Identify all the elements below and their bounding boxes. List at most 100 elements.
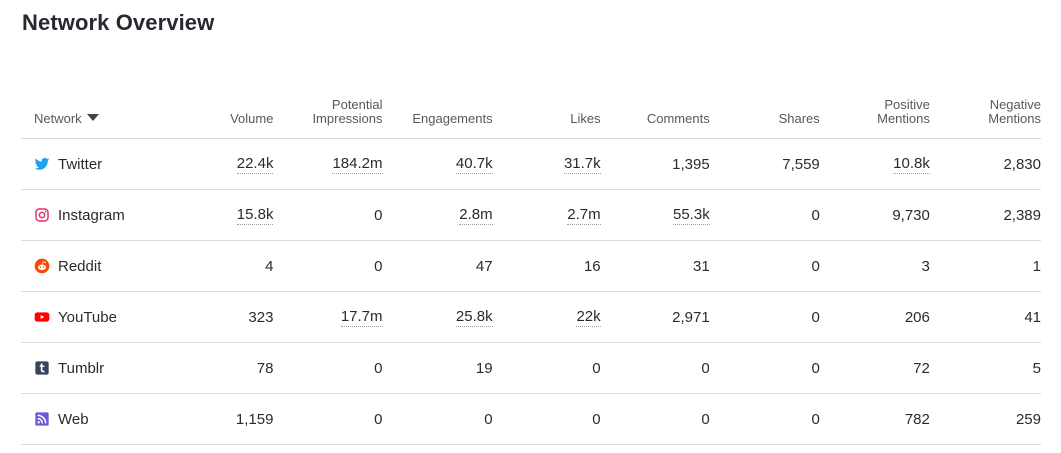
twitter-icon [34, 156, 50, 172]
volume-cell[interactable]: 15.8k [157, 189, 274, 241]
likes-cell[interactable]: 2.7m [492, 189, 601, 241]
network-column-header[interactable]: Network [21, 78, 158, 139]
volume-value: 323 [248, 308, 274, 326]
network-name: Instagram [58, 206, 125, 224]
table-header-row: Network Volume Potential Impressions Enga… [21, 78, 1041, 139]
volume-column-header[interactable]: Volume [157, 78, 274, 139]
positive-mentions-value: 10.8k [893, 154, 930, 174]
shares-value: 0 [811, 206, 820, 224]
negative-mentions-column-header[interactable]: Negative Mentions [929, 78, 1041, 139]
table-row: Twitter 22.4k 184.2m 40.7k 31.7k 1,395 7… [21, 138, 1041, 190]
impressions-cell[interactable]: 184.2m [273, 138, 383, 190]
network-table: Network Volume Potential Impressions Enga… [21, 78, 1041, 445]
positive-header-line2: Mentions [877, 111, 930, 126]
engagements-column-header[interactable]: Engagements [382, 78, 493, 139]
shares-cell: 0 [709, 189, 820, 241]
network-cell[interactable]: Reddit [21, 240, 158, 292]
likes-cell: 16 [492, 240, 601, 292]
volume-header-label: Volume [230, 111, 274, 126]
reddit-icon [34, 258, 50, 274]
volume-cell[interactable]: 22.4k [157, 138, 274, 190]
shares-cell: 0 [709, 342, 820, 394]
network-cell[interactable]: YouTube [21, 291, 158, 343]
shares-value: 0 [811, 257, 820, 275]
shares-value: 0 [811, 308, 820, 326]
positive-mentions-cell: 206 [819, 291, 930, 343]
sort-caret-icon[interactable] [86, 114, 99, 121]
table-row: Tumblr 78 0 19 0 0 0 72 5 [21, 342, 1041, 394]
positive-mentions-cell: 72 [819, 342, 930, 394]
impressions-cell: 0 [273, 393, 383, 445]
likes-cell[interactable]: 31.7k [492, 138, 601, 190]
positive-mentions-cell: 3 [819, 240, 930, 292]
volume-value: 78 [256, 359, 274, 377]
impressions-value: 0 [374, 410, 383, 428]
tumblr-icon [34, 360, 50, 376]
network-name: Twitter [58, 155, 103, 173]
engagements-cell: 19 [382, 342, 493, 394]
volume-cell: 78 [157, 342, 274, 394]
shares-cell: 0 [709, 240, 820, 292]
positive-header-line1: Positive [884, 97, 930, 112]
positive-mentions-column-header[interactable]: Positive Mentions [819, 78, 930, 139]
positive-mentions-value: 206 [904, 308, 930, 326]
shares-value: 0 [811, 359, 820, 377]
comments-cell[interactable]: 55.3k [600, 189, 710, 241]
table-row: YouTube 323 17.7m 25.8k 22k 2,971 0 206 … [21, 291, 1041, 343]
negative-mentions-cell: 41 [929, 291, 1041, 343]
negative-mentions-cell: 2,830 [929, 138, 1041, 190]
comments-cell: 0 [600, 342, 710, 394]
table-row: Reddit 4 0 47 16 31 0 3 1 [21, 240, 1041, 292]
negative-header-line1: Negative [989, 97, 1041, 112]
network-cell[interactable]: Tumblr [21, 342, 158, 394]
engagements-value: 47 [475, 257, 493, 275]
impressions-value: 184.2m [332, 154, 383, 174]
comments-column-header[interactable]: Comments [600, 78, 710, 139]
impressions-column-header[interactable]: Potential Impressions [273, 78, 383, 139]
network-name: Web [58, 410, 89, 428]
table-row: Web 1,159 0 0 0 0 0 782 259 [21, 393, 1041, 445]
engagements-value: 25.8k [455, 307, 493, 327]
engagements-cell[interactable]: 2.8m [382, 189, 493, 241]
comments-cell: 0 [600, 393, 710, 445]
shares-value: 7,559 [782, 155, 820, 173]
network-cell[interactable]: Instagram [21, 189, 158, 241]
impressions-value: 17.7m [340, 307, 383, 327]
engagements-value: 40.7k [455, 154, 493, 174]
comments-value: 2,971 [672, 308, 710, 326]
likes-header-label: Likes [570, 111, 601, 126]
instagram-icon [34, 207, 50, 223]
negative-mentions-value: 2,830 [1003, 155, 1041, 173]
shares-cell: 0 [709, 393, 820, 445]
engagements-cell[interactable]: 25.8k [382, 291, 493, 343]
volume-value: 4 [265, 257, 274, 275]
comments-value: 31 [693, 257, 710, 275]
comments-value: 0 [701, 410, 710, 428]
positive-mentions-value: 9,730 [892, 206, 930, 224]
engagements-value: 19 [475, 359, 493, 377]
likes-column-header[interactable]: Likes [492, 78, 601, 139]
likes-cell[interactable]: 22k [492, 291, 601, 343]
engagements-header-label: Engagements [412, 111, 493, 126]
comments-value: 1,395 [672, 155, 710, 173]
network-cell[interactable]: Twitter [21, 138, 158, 190]
impressions-cell[interactable]: 17.7m [273, 291, 383, 343]
comments-header-label: Comments [646, 111, 710, 126]
engagements-cell[interactable]: 40.7k [382, 138, 493, 190]
likes-cell: 0 [492, 342, 601, 394]
impressions-value: 0 [374, 359, 383, 377]
likes-value: 31.7k [563, 154, 601, 174]
negative-mentions-cell: 2,389 [929, 189, 1041, 241]
comments-cell: 2,971 [600, 291, 710, 343]
network-cell[interactable]: Web [21, 393, 158, 445]
negative-mentions-value: 41 [1024, 308, 1041, 326]
likes-value: 16 [583, 257, 601, 275]
volume-cell: 323 [157, 291, 274, 343]
likes-value: 2.7m [567, 205, 601, 225]
volume-value: 15.8k [236, 205, 274, 225]
positive-mentions-cell[interactable]: 10.8k [819, 138, 930, 190]
positive-mentions-cell: 782 [819, 393, 930, 445]
shares-column-header[interactable]: Shares [709, 78, 820, 139]
network-name: Reddit [58, 257, 102, 275]
positive-mentions-value: 72 [913, 359, 930, 377]
